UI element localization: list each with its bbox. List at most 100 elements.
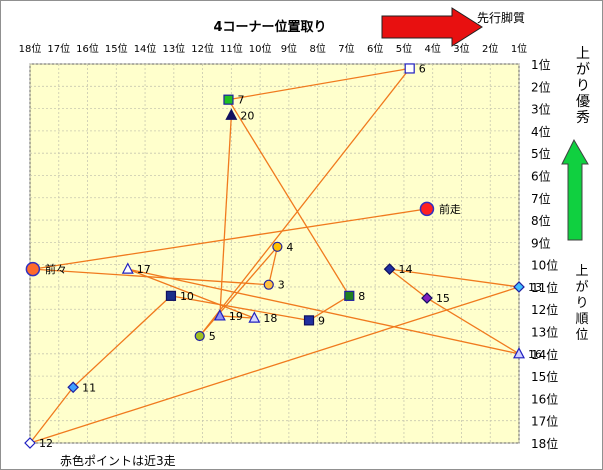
x-tick-label: 13位: [162, 42, 185, 55]
axis-label-char: 順: [575, 312, 588, 327]
chart-title: 4コーナー位置取り: [213, 19, 326, 35]
plot-background: [29, 63, 520, 444]
data-point-前走: [419, 201, 435, 217]
y-tick-label: 18位: [531, 436, 558, 451]
connecting-line: [32, 268, 269, 286]
axis-label-char: が: [576, 62, 590, 78]
data-label-5: 5: [209, 330, 216, 343]
data-point-17: [121, 262, 134, 274]
x-tick-labels: 18位 17位 16位 15位 14位 13位 12位 11位 10位 9位 8位 7位 6位 5位 4位 3…: [19, 42, 528, 55]
connecting-line: [389, 268, 428, 299]
x-tick-label: 8位: [309, 42, 325, 55]
data-point-8: [344, 290, 355, 301]
x-tick-label: 16位: [76, 42, 99, 55]
y-tick-label: 6位: [531, 168, 551, 183]
connecting-line: [268, 246, 279, 285]
connecting-line: [127, 268, 520, 355]
data-point-3: [263, 279, 274, 290]
connecting-line: [72, 295, 172, 388]
connecting-line: [426, 297, 520, 355]
data-label-8: 8: [358, 290, 365, 303]
connecting-line: [227, 99, 350, 297]
data-point-5: [194, 330, 205, 342]
plot-area: [29, 63, 520, 444]
data-label-18: 18: [263, 312, 277, 325]
axis-label-char: 位: [575, 328, 588, 343]
data-point-13: [513, 281, 525, 293]
connecting-line: [219, 315, 255, 319]
data-label-6: 6: [419, 62, 426, 75]
x-tick-label: 17位: [47, 42, 70, 55]
axis-label-char: り: [575, 296, 588, 311]
x-tick-label: 11位: [220, 42, 243, 55]
data-point-19: [213, 309, 226, 321]
axis-label-char: り: [576, 78, 590, 94]
red-arrow: [381, 7, 483, 47]
axis-label-char: が: [575, 280, 588, 295]
y-tick-label: 9位: [531, 235, 551, 250]
data-label-15: 15: [436, 292, 450, 305]
data-point-18: [248, 311, 261, 323]
data-label-10: 10: [180, 290, 194, 303]
data-point-14: [383, 263, 396, 275]
x-tick-label: 6位: [367, 42, 383, 55]
data-point-10: [165, 290, 177, 301]
data-label-前々: 前々: [45, 262, 67, 276]
data-label-前走: 前走: [439, 202, 461, 216]
connecting-line: [170, 295, 310, 322]
y-tick-label: 16位: [531, 391, 558, 406]
data-point-15: [421, 292, 433, 304]
data-label-7: 7: [237, 94, 244, 107]
y-tick-label: 5位: [531, 146, 551, 161]
data-label-19: 19: [229, 310, 243, 323]
y-tick-labels: 1位 2位 3位 4位 5位 6位 7位 8位 9位 10位 11位 12位 13位 14位 15位 16位 1…: [531, 57, 558, 451]
data-label-13: 13: [528, 281, 542, 294]
y-tick-label: 3位: [531, 102, 551, 117]
y-tick-label: 11位: [531, 280, 558, 295]
x-tick-label: 4位: [425, 42, 441, 55]
data-point-12: [24, 437, 36, 449]
data-point-20: [225, 108, 238, 120]
connecting-line: [32, 208, 428, 270]
x-tick-label: 3位: [453, 42, 469, 55]
connecting-line: [29, 386, 74, 444]
x-tick-label: 7位: [338, 42, 354, 55]
data-point-6: [404, 63, 415, 74]
y-tick-label: 17位: [531, 414, 558, 429]
connecting-line: [389, 268, 520, 288]
y-tick-label: 8位: [531, 213, 551, 228]
axis-label-char: 上: [576, 46, 590, 62]
data-point-16: [513, 347, 525, 359]
data-label-14: 14: [399, 263, 413, 276]
data-label-16: 16: [528, 348, 542, 361]
data-point-7: [223, 94, 234, 105]
y-tick-label: 2位: [531, 79, 551, 94]
connecting-line: [199, 246, 278, 337]
connecting-line: [29, 286, 520, 444]
data-label-3: 3: [278, 279, 285, 292]
connecting-lines: [29, 67, 520, 444]
data-label-4: 4: [286, 241, 293, 254]
data-label-17: 17: [137, 263, 151, 276]
y-tick-label: 4位: [531, 124, 551, 139]
x-tick-label: 2位: [482, 42, 498, 55]
data-label-12: 12: [39, 437, 53, 450]
x-tick-label: 14位: [134, 42, 157, 55]
y-tick-label: 12位: [531, 302, 558, 317]
y-tick-label: 14位: [531, 347, 558, 362]
data-point-4: [272, 241, 283, 252]
x-tick-label: 9位: [281, 42, 297, 55]
y-tick-label: 13位: [531, 325, 558, 340]
x-axis-label-left: 先行脚質: [477, 10, 525, 25]
x-tick-label: 12位: [191, 42, 214, 55]
data-point-9: [303, 315, 315, 326]
footnote: 赤色ポイントは近3走: [60, 454, 176, 468]
y-tick-label: 7位: [531, 191, 551, 206]
connecting-line: [219, 115, 233, 316]
x-tick-label: 5位: [396, 42, 412, 55]
y-tick-label: 1位: [531, 57, 551, 72]
